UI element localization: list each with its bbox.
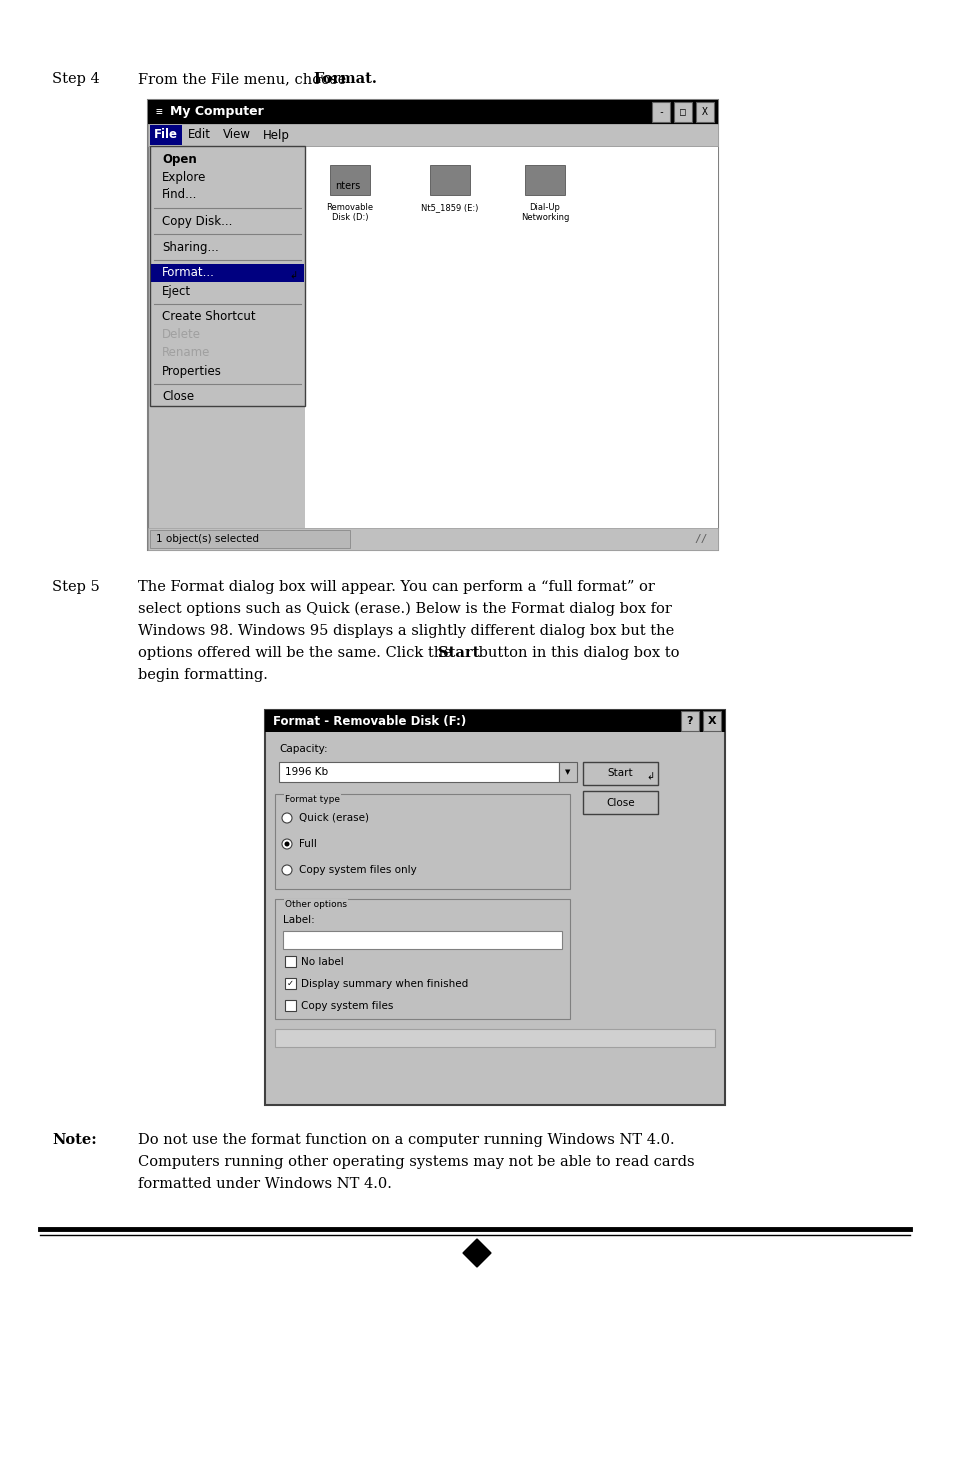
Text: ?: ? (686, 715, 693, 726)
Text: ✓: ✓ (287, 979, 294, 988)
Bar (148, 100, 718, 124)
Text: Delete: Delete (162, 329, 201, 342)
Text: Dial-Up
Networking: Dial-Up Networking (520, 204, 569, 223)
Text: Full: Full (298, 839, 316, 850)
Text: Close: Close (605, 798, 634, 807)
Text: Quick (erase): Quick (erase) (298, 813, 369, 823)
Bar (151, 264, 304, 282)
Bar (148, 124, 718, 146)
Text: Start: Start (437, 646, 478, 659)
Bar (651, 102, 669, 122)
Text: Close: Close (162, 391, 193, 404)
Text: 1996 Kb: 1996 Kb (285, 767, 328, 777)
Bar (285, 956, 295, 968)
Text: My Computer: My Computer (170, 106, 263, 118)
Circle shape (284, 842, 289, 847)
Text: Create Shortcut: Create Shortcut (162, 311, 255, 323)
Text: ▼: ▼ (565, 768, 570, 774)
Text: Rename: Rename (162, 347, 211, 360)
Bar (283, 931, 561, 948)
Text: Nt5_1859 (E:): Nt5_1859 (E:) (421, 204, 478, 212)
Text: Do not use the format function on a computer running Windows NT 4.0.: Do not use the format function on a comp… (138, 1133, 674, 1148)
Bar (702, 711, 720, 732)
Bar (330, 165, 370, 195)
Text: Sharing...: Sharing... (162, 240, 218, 254)
Bar (430, 165, 470, 195)
Text: options offered will be the same. Click the: options offered will be the same. Click … (138, 646, 456, 659)
Bar (265, 709, 724, 1105)
Circle shape (282, 864, 292, 875)
Bar (148, 100, 718, 550)
Bar (305, 146, 718, 528)
Text: □: □ (679, 108, 685, 117)
Text: Step 4: Step 4 (52, 72, 100, 86)
Text: Step 5: Step 5 (52, 580, 100, 594)
Text: //: // (694, 534, 707, 544)
Bar (278, 763, 558, 782)
Bar (150, 146, 305, 406)
Text: X: X (707, 715, 716, 726)
Text: Label:: Label: (283, 914, 314, 925)
Text: View: View (223, 128, 251, 142)
Bar (274, 1030, 714, 1047)
Text: ↲: ↲ (289, 270, 296, 280)
Text: formatted under Windows NT 4.0.: formatted under Windows NT 4.0. (138, 1177, 392, 1190)
Bar (582, 791, 658, 814)
Bar (274, 898, 569, 1019)
Text: ≡: ≡ (156, 108, 163, 117)
Bar (150, 530, 350, 549)
Bar (274, 794, 569, 889)
Text: Copy Disk...: Copy Disk... (162, 214, 233, 227)
Text: From the File menu, choose: From the File menu, choose (138, 72, 351, 86)
Text: Eject: Eject (162, 285, 191, 298)
Text: Copy system files: Copy system files (301, 1002, 393, 1010)
Text: Removable
Disk (D:): Removable Disk (D:) (326, 204, 374, 223)
Bar (696, 102, 713, 122)
Text: Open: Open (162, 152, 196, 165)
Bar (558, 763, 577, 782)
Bar (673, 102, 691, 122)
Text: Find...: Find... (162, 189, 197, 202)
Text: begin formatting.: begin formatting. (138, 668, 268, 681)
Text: Copy system files only: Copy system files only (298, 864, 416, 875)
Bar (680, 711, 699, 732)
Bar (148, 528, 718, 550)
Text: File: File (153, 128, 178, 142)
Text: 1 object(s) selected: 1 object(s) selected (156, 534, 258, 544)
Circle shape (282, 839, 292, 850)
Text: Start: Start (607, 768, 633, 779)
Text: Explore: Explore (162, 171, 206, 183)
Text: select options such as Quick (erase.) Below is the Format dialog box for: select options such as Quick (erase.) Be… (138, 602, 671, 617)
Text: ↲: ↲ (645, 771, 654, 780)
Text: Display summary when finished: Display summary when finished (301, 979, 468, 990)
Text: Format...: Format... (162, 267, 214, 279)
Text: Format type: Format type (285, 795, 339, 804)
Bar (265, 709, 724, 732)
Text: Help: Help (263, 128, 290, 142)
Text: Windows 98. Windows 95 displays a slightly different dialog box but the: Windows 98. Windows 95 displays a slight… (138, 624, 674, 639)
Bar (524, 165, 564, 195)
Text: No label: No label (301, 957, 343, 968)
Bar (285, 978, 295, 990)
Bar (150, 125, 182, 145)
Text: -: - (658, 108, 663, 117)
Bar (582, 763, 658, 785)
Text: button in this dialog box to: button in this dialog box to (474, 646, 679, 659)
Text: Edit: Edit (188, 128, 211, 142)
Text: Capacity:: Capacity: (278, 743, 327, 754)
Text: X: X (701, 108, 707, 117)
Text: Note:: Note: (52, 1133, 96, 1148)
Text: Computers running other operating systems may not be able to read cards: Computers running other operating system… (138, 1155, 694, 1170)
Text: The Format dialog box will appear. You can perform a “full format” or: The Format dialog box will appear. You c… (138, 580, 654, 594)
Bar (285, 1000, 295, 1010)
Text: Other options: Other options (285, 900, 347, 909)
Polygon shape (462, 1239, 491, 1267)
Text: Properties: Properties (162, 364, 222, 378)
Text: Format.: Format. (313, 72, 376, 86)
Circle shape (282, 813, 292, 823)
Text: nters: nters (335, 181, 360, 190)
Text: Format - Removable Disk (F:): Format - Removable Disk (F:) (273, 714, 466, 727)
